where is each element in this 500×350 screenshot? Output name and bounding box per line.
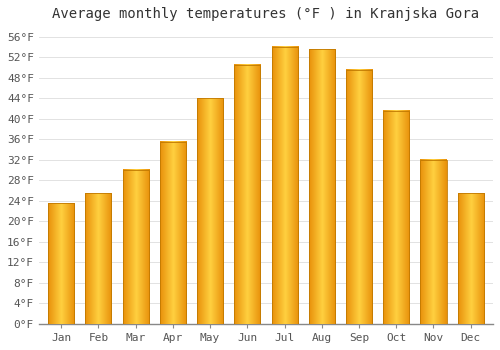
Bar <box>346 70 372 324</box>
Bar <box>86 193 112 324</box>
Bar <box>420 160 446 324</box>
Bar <box>272 47 297 324</box>
Bar <box>160 142 186 324</box>
Bar <box>122 170 148 324</box>
Bar <box>458 193 483 324</box>
Bar <box>383 111 409 324</box>
Bar <box>308 49 335 324</box>
Bar <box>48 203 74 324</box>
Bar <box>197 98 223 324</box>
Title: Average monthly temperatures (°F ) in Kranjska Gora: Average monthly temperatures (°F ) in Kr… <box>52 7 480 21</box>
Bar <box>234 65 260 324</box>
